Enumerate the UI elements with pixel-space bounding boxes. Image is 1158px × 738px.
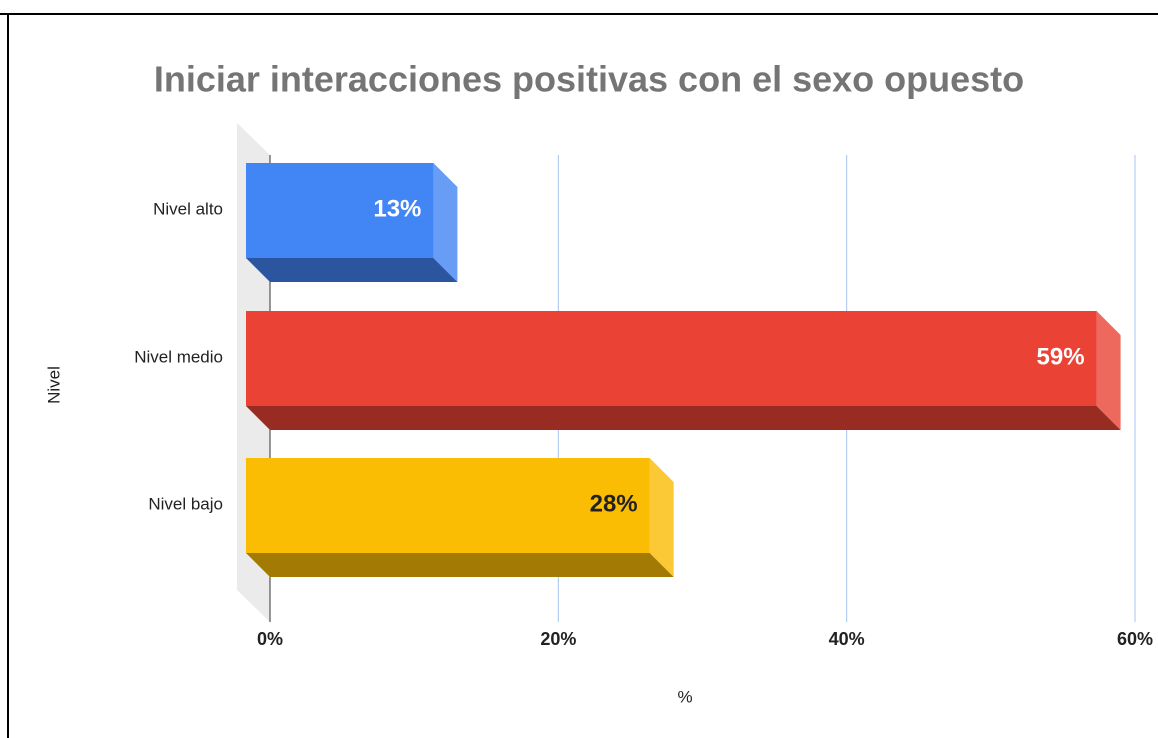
- bar-bottom: [246, 553, 674, 577]
- x-tick-label: 40%: [829, 629, 865, 649]
- data-label: 59%: [1037, 343, 1085, 370]
- chart-title: Iniciar interacciones positivas con el s…: [154, 59, 1024, 100]
- data-label: 13%: [373, 195, 421, 222]
- x-tick-label: 60%: [1117, 629, 1153, 649]
- y-tick-label: Nivel medio: [134, 347, 223, 366]
- y-tick-label: Nivel alto: [153, 199, 223, 218]
- data-label: 28%: [590, 490, 638, 517]
- bar: [246, 458, 650, 553]
- y-tick-label: Nivel bajo: [148, 494, 223, 513]
- x-tick-label: 0%: [257, 629, 283, 649]
- bar-side: [433, 163, 458, 282]
- bar: [246, 311, 1097, 406]
- bar-side: [649, 458, 674, 577]
- bar: [246, 163, 434, 258]
- bar-side: [1096, 311, 1121, 430]
- x-tick-label: 20%: [540, 629, 576, 649]
- bar-bottom: [246, 258, 458, 282]
- x-axis-label: %: [677, 687, 692, 706]
- bar-bottom: [246, 406, 1121, 430]
- y-axis-label: Nivel: [44, 366, 63, 404]
